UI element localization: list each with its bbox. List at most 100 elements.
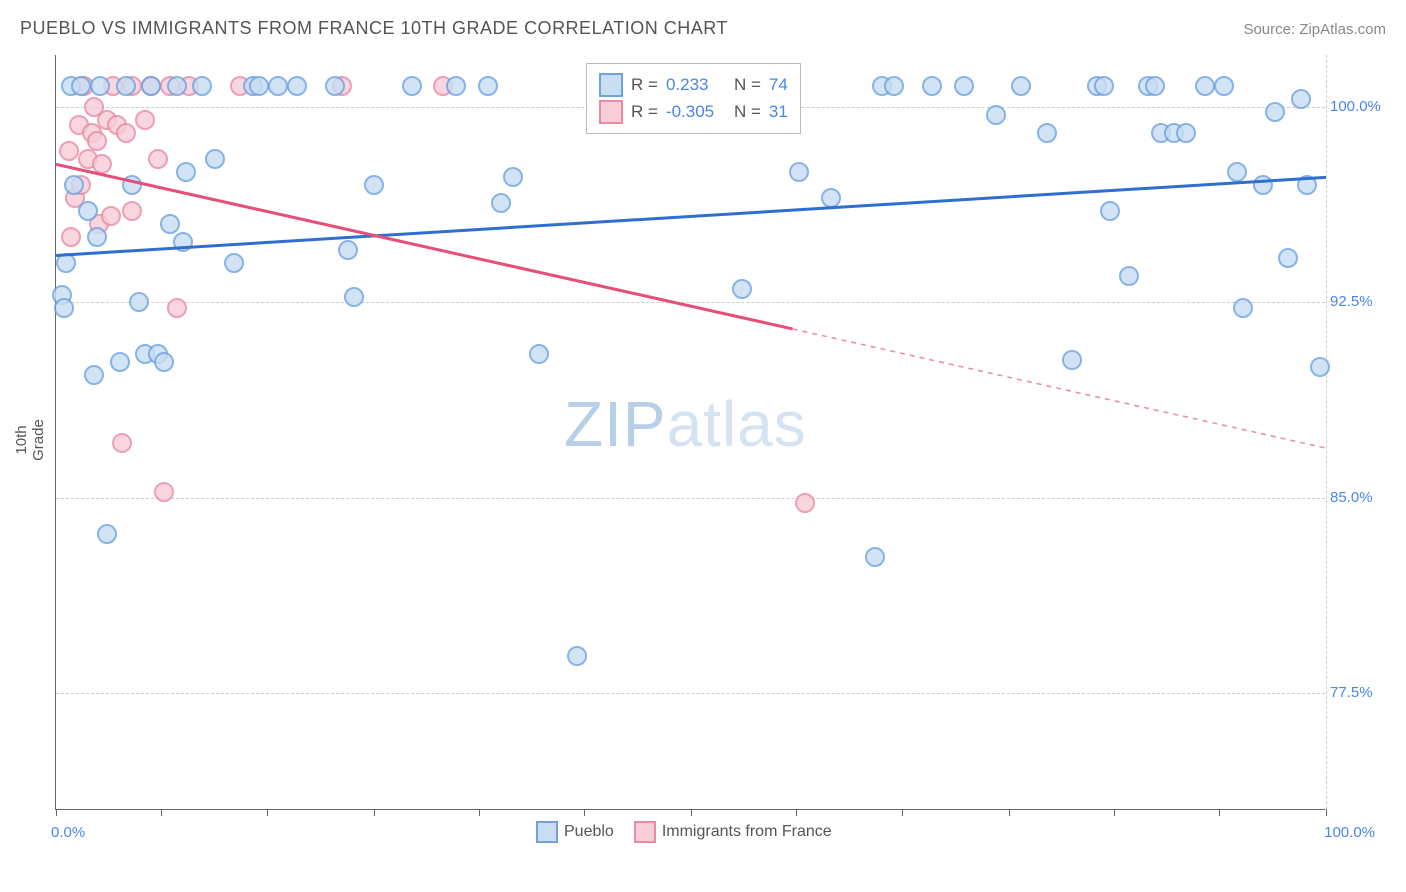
n-value: 31 — [769, 102, 788, 122]
x-tick — [1326, 809, 1327, 816]
pueblo-point — [110, 352, 130, 372]
pueblo-point — [732, 279, 752, 299]
gridline-vertical — [1326, 55, 1327, 809]
x-tick — [584, 809, 585, 816]
x-tick — [161, 809, 162, 816]
x-tick — [374, 809, 375, 816]
pueblo-point — [268, 76, 288, 96]
pueblo-point — [1297, 175, 1317, 195]
pueblo-point — [287, 76, 307, 96]
gridline-horizontal — [56, 693, 1325, 694]
pueblo-point — [224, 253, 244, 273]
x-tick-label-right: 100.0% — [1324, 824, 1375, 841]
pueblo-point — [205, 149, 225, 169]
pueblo-point — [986, 105, 1006, 125]
pueblo-point — [325, 76, 345, 96]
pueblo-point — [122, 175, 142, 195]
pueblo-point — [821, 188, 841, 208]
pueblo-point — [78, 201, 98, 221]
france-point — [101, 206, 121, 226]
pueblo-point — [173, 232, 193, 252]
pueblo-point — [338, 240, 358, 260]
x-tick — [56, 809, 57, 816]
pueblo-point — [491, 193, 511, 213]
pueblo-point — [567, 646, 587, 666]
gridline-horizontal — [56, 302, 1325, 303]
pueblo-point — [116, 76, 136, 96]
r-value: 0.233 — [666, 75, 726, 95]
pueblo-point — [192, 76, 212, 96]
pueblo-point — [56, 253, 76, 273]
pueblo-point — [1291, 89, 1311, 109]
pueblo-point — [141, 76, 161, 96]
x-tick — [267, 809, 268, 816]
stats-row-france: R =-0.305N =31 — [599, 100, 788, 124]
trend-lines — [56, 55, 1326, 810]
x-tick — [796, 809, 797, 816]
stats-legend: R =0.233N =74 R =-0.305N =31 — [586, 63, 801, 134]
pueblo-point — [176, 162, 196, 182]
pueblo-point — [344, 287, 364, 307]
pueblo-point — [167, 76, 187, 96]
france-point — [148, 149, 168, 169]
bottom-legend: Pueblo Immigrants from France — [536, 821, 832, 843]
pueblo-point — [529, 344, 549, 364]
france-point — [154, 482, 174, 502]
watermark: ZIPatlas — [564, 387, 807, 461]
pueblo-point — [249, 76, 269, 96]
stats-row-pueblo: R =0.233N =74 — [599, 73, 788, 97]
x-tick — [479, 809, 480, 816]
france-point — [167, 298, 187, 318]
pueblo-point — [71, 76, 91, 96]
pueblo-point — [364, 175, 384, 195]
pueblo-point — [54, 298, 74, 318]
pueblo-point — [1100, 201, 1120, 221]
r-value: -0.305 — [666, 102, 726, 122]
pueblo-point — [129, 292, 149, 312]
france-legend-swatch-icon — [634, 821, 656, 843]
france-swatch-icon — [599, 100, 623, 124]
title-bar: PUEBLO VS IMMIGRANTS FROM FRANCE 10TH GR… — [20, 18, 1386, 39]
legend-item-france: Immigrants from France — [634, 821, 832, 843]
scatter-plot-area: ZIPatlas 77.5%85.0%92.5%100.0%0.0%100.0%… — [55, 55, 1325, 810]
pueblo-point — [1233, 298, 1253, 318]
pueblo-point — [87, 227, 107, 247]
x-tick — [902, 809, 903, 816]
france-point — [112, 433, 132, 453]
pueblo-point — [1278, 248, 1298, 268]
france-point — [59, 141, 79, 161]
y-tick-label: 85.0% — [1330, 489, 1400, 506]
france-point — [122, 201, 142, 221]
pueblo-point — [446, 76, 466, 96]
pueblo-point — [160, 214, 180, 234]
n-value: 74 — [769, 75, 788, 95]
y-tick-label: 77.5% — [1330, 684, 1400, 701]
y-tick-label: 92.5% — [1330, 293, 1400, 310]
pueblo-point — [789, 162, 809, 182]
pueblo-point — [1094, 76, 1114, 96]
pueblo-legend-swatch-icon — [536, 821, 558, 843]
pueblo-point — [84, 365, 104, 385]
france-point — [135, 110, 155, 130]
pueblo-point — [1037, 123, 1057, 143]
legend-label: Immigrants from France — [662, 823, 832, 840]
legend-label: Pueblo — [564, 823, 614, 840]
x-tick — [1219, 809, 1220, 816]
pueblo-point — [1214, 76, 1234, 96]
y-tick-label: 100.0% — [1330, 98, 1400, 115]
pueblo-point — [1265, 102, 1285, 122]
france-point — [795, 493, 815, 513]
pueblo-point — [1253, 175, 1273, 195]
pueblo-point — [478, 76, 498, 96]
x-tick-label-left: 0.0% — [51, 824, 85, 841]
pueblo-point — [154, 352, 174, 372]
gridline-horizontal — [56, 498, 1325, 499]
france-point — [87, 131, 107, 151]
x-tick — [1114, 809, 1115, 816]
pueblo-point — [865, 547, 885, 567]
legend-item-pueblo: Pueblo — [536, 821, 614, 843]
france-point — [61, 227, 81, 247]
pueblo-point — [1011, 76, 1031, 96]
pueblo-point — [922, 76, 942, 96]
pueblo-trendline — [56, 177, 1326, 255]
